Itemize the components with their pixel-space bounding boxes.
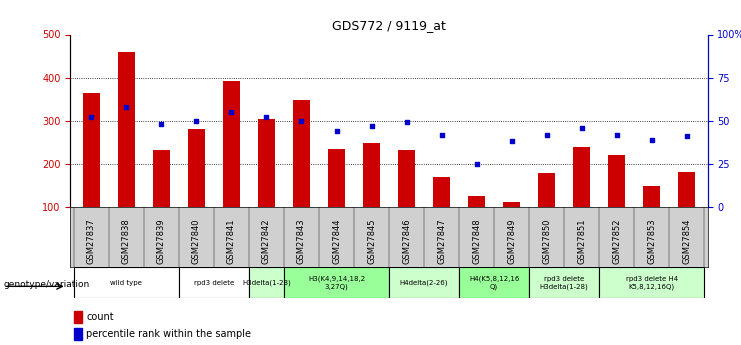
Bar [118, 52, 135, 207]
Bar [293, 100, 310, 207]
Bar [223, 81, 240, 207]
Point [541, 132, 553, 137]
Text: H4delta(2-26): H4delta(2-26) [400, 280, 448, 286]
Title: GDS772 / 9119_at: GDS772 / 9119_at [332, 19, 446, 32]
Bar [74, 267, 179, 298]
Point [156, 121, 167, 127]
Bar [363, 143, 380, 207]
Bar [187, 129, 205, 207]
Point [261, 115, 273, 120]
Text: count: count [86, 312, 114, 322]
Bar [468, 196, 485, 207]
Point [505, 139, 517, 144]
Text: GSM27847: GSM27847 [437, 219, 446, 264]
Text: GSM27854: GSM27854 [682, 219, 691, 264]
Text: GSM27853: GSM27853 [647, 219, 656, 264]
Bar [529, 267, 599, 298]
Text: GSM27838: GSM27838 [122, 219, 131, 264]
Bar [459, 267, 529, 298]
Text: GSM27849: GSM27849 [507, 219, 516, 264]
Point [611, 132, 622, 137]
Bar [249, 267, 284, 298]
Text: GSM27846: GSM27846 [402, 219, 411, 264]
Text: GSM27850: GSM27850 [542, 219, 551, 264]
Point [576, 125, 588, 130]
Point [330, 128, 342, 134]
Bar [678, 171, 695, 207]
Text: GSM27837: GSM27837 [87, 219, 96, 264]
Text: genotype/variation: genotype/variation [4, 280, 90, 289]
Bar [503, 202, 520, 207]
Bar [73, 310, 82, 323]
Text: GSM27852: GSM27852 [612, 219, 621, 264]
Point [121, 104, 133, 110]
Text: GSM27841: GSM27841 [227, 219, 236, 264]
Point [85, 115, 97, 120]
Point [190, 118, 202, 124]
Bar [179, 267, 249, 298]
Point [296, 118, 308, 124]
Text: GSM27845: GSM27845 [367, 219, 376, 264]
Bar [433, 177, 451, 207]
Bar [73, 328, 82, 340]
Point [436, 132, 448, 137]
Text: percentile rank within the sample: percentile rank within the sample [86, 329, 251, 339]
Point [645, 137, 657, 142]
Bar [398, 150, 415, 207]
Text: H3(K4,9,14,18,2
3,27Q): H3(K4,9,14,18,2 3,27Q) [308, 276, 365, 290]
Text: rpd3 delete H4
K5,8,12,16Q): rpd3 delete H4 K5,8,12,16Q) [625, 276, 678, 290]
Bar [284, 267, 389, 298]
Text: GSM27851: GSM27851 [577, 219, 586, 264]
Bar [328, 149, 345, 207]
Bar [389, 267, 459, 298]
Text: GSM27839: GSM27839 [157, 219, 166, 264]
Bar [538, 173, 555, 207]
Text: GSM27842: GSM27842 [262, 219, 271, 264]
Point [681, 134, 693, 139]
Bar [599, 267, 704, 298]
Text: GSM27840: GSM27840 [192, 219, 201, 264]
Bar [608, 155, 625, 207]
Point [225, 109, 237, 115]
Point [471, 161, 482, 167]
Text: GSM27843: GSM27843 [297, 219, 306, 264]
Bar [573, 147, 591, 207]
Text: H3delta(1-28): H3delta(1-28) [242, 280, 291, 286]
Text: H4(K5,8,12,16
Q): H4(K5,8,12,16 Q) [469, 276, 519, 290]
Bar [83, 93, 100, 207]
Text: GSM27848: GSM27848 [472, 219, 481, 264]
Bar [258, 119, 275, 207]
Text: GSM27844: GSM27844 [332, 219, 341, 264]
Text: rpd3 delete: rpd3 delete [194, 280, 234, 286]
Text: wild type: wild type [110, 280, 142, 286]
Point [401, 120, 413, 125]
Point [365, 123, 377, 129]
Bar [643, 186, 660, 207]
Text: rpd3 delete
H3delta(1-28): rpd3 delete H3delta(1-28) [539, 276, 588, 290]
Bar [153, 150, 170, 207]
